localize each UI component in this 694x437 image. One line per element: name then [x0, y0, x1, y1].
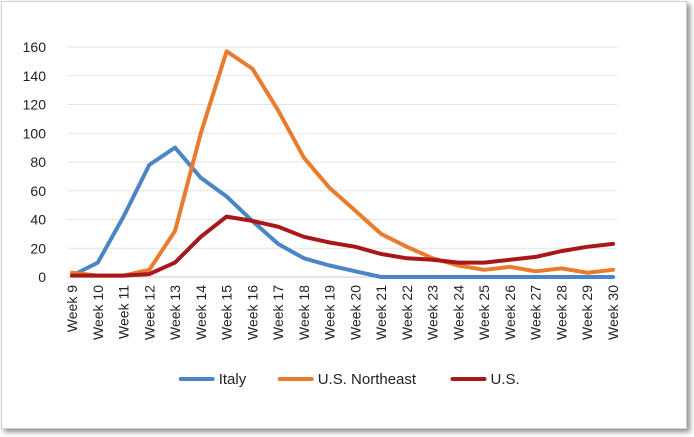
x-tick-label: Week 18	[296, 285, 312, 340]
chart-frame: 0 20 40 60 80 100 120 140 160 Week 9 Week 10 Week …	[1, 1, 687, 429]
x-tick-label: Week 11	[116, 285, 132, 339]
x-tick-label: Week 27	[528, 285, 544, 340]
x-tick-label: Week 25	[476, 285, 492, 340]
y-tick-label: 40	[30, 212, 46, 228]
y-tick-label: 100	[23, 125, 47, 141]
gridlines	[68, 46, 617, 278]
legend-label-italy: Italy	[219, 371, 247, 388]
y-tick-label: 80	[30, 154, 46, 170]
series-lines	[70, 49, 615, 279]
x-tick-label: Week 24	[450, 285, 466, 340]
x-tick-label: Week 19	[322, 285, 338, 340]
y-tick-label: 60	[30, 183, 46, 199]
x-tick-label: Week 12	[141, 285, 157, 340]
legend-label-u-s-northeast: U.S. Northeast	[318, 371, 417, 388]
x-tick-label: Week 23	[425, 285, 441, 340]
y-tick-label: 120	[23, 97, 47, 113]
x-tick-label: Week 30	[605, 285, 621, 340]
series-line-u-s-northeast	[70, 49, 615, 278]
x-tick-label: Week 16	[244, 285, 260, 340]
x-tick-label: Week 28	[553, 285, 569, 340]
legend-label-u-s: U.S.	[491, 371, 520, 388]
x-tick-label: Week 29	[579, 285, 595, 340]
legend: Italy U.S. Northeast U.S.	[178, 371, 520, 388]
x-tick-label: Week 17	[270, 285, 286, 340]
series-line-italy	[70, 145, 615, 279]
x-tick-label: Week 9	[64, 285, 80, 332]
x-axis-ticks: Week 9 Week 10 Week 11 Week 12 Week 13 Week 1…	[64, 285, 621, 340]
y-tick-label: 140	[23, 68, 47, 84]
x-tick-label: Week 21	[373, 285, 389, 340]
x-tick-label: Week 20	[347, 285, 363, 340]
x-tick-label: Week 15	[219, 285, 235, 340]
x-tick-label: Week 22	[399, 285, 415, 340]
x-tick-label: Week 26	[502, 285, 518, 340]
y-tick-label: 0	[38, 269, 46, 285]
x-tick-label: Week 14	[193, 285, 209, 340]
series-line-u-s	[70, 214, 615, 278]
y-tick-label: 160	[23, 39, 47, 55]
y-tick-label: 20	[30, 240, 46, 256]
y-axis-ticks: 0 20 40 60 80 100 120 140 160	[23, 39, 47, 285]
x-tick-label: Week 10	[90, 285, 106, 340]
x-tick-label: Week 13	[167, 285, 183, 340]
